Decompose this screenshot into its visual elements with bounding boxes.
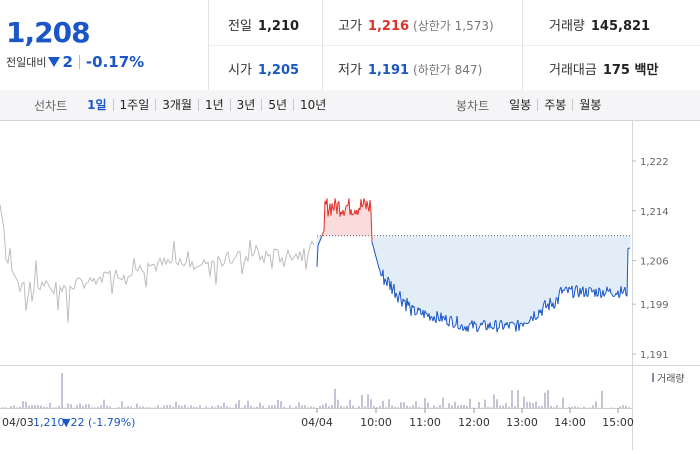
x-tick-label: 04/04 (301, 416, 333, 429)
divider (78, 55, 80, 69)
open-cell: 시가 1,205 (228, 59, 299, 78)
volume-cell: 거래량 145,821 (549, 15, 650, 34)
y-tick-label: 1,214 (640, 207, 669, 218)
upper-limit-note: (상한가 1,573) (413, 19, 494, 33)
intraday-chart: 1,222 1,214 1,206 1,199 1,191 거래량 04/04 10:00 11… (0, 121, 700, 450)
tab-candle-period-2[interactable]: 월봉 (572, 99, 607, 111)
prev-day-label: 04/03 (2, 416, 34, 429)
down-triangle-icon (48, 57, 61, 67)
tab-candle-period-0[interactable]: 일봉 (509, 98, 532, 112)
high-label: 고가 (338, 19, 362, 34)
line-chart-tabs: 선차트 1일 1주일 3개월 1년 3년 5년 10년 (34, 90, 332, 120)
change-value: 2 (62, 53, 73, 71)
tab-line-period-4[interactable]: 3년 (229, 99, 262, 111)
current-price: 1,208 (6, 16, 91, 49)
tab-line-period-3[interactable]: 1년 (197, 99, 230, 111)
tab-line-period-0[interactable]: 1일 (87, 98, 107, 112)
volume-value: 145,821 (590, 19, 651, 34)
tab-line-period-2[interactable]: 3개월 (155, 99, 198, 111)
open-value: 1,205 (257, 63, 300, 78)
x-tick-label: 12:00 (458, 416, 490, 429)
prev-day-series (0, 204, 315, 323)
tab-line-period-5[interactable]: 5년 (261, 99, 293, 111)
price-summary: 1,208 전일대비 2 -0.17% (0, 0, 209, 90)
today-up-series (321, 198, 373, 242)
prev-day-change: ▼22 (-1.79%) (62, 416, 135, 429)
prev-close-label: 전일 (228, 19, 252, 34)
divider (208, 45, 700, 46)
tab-candle-period-1[interactable]: 주봉 (537, 99, 572, 111)
low-label: 저가 (338, 63, 362, 78)
y-tick-label: 1,199 (640, 300, 669, 311)
lower-limit-note: (하한가 847) (413, 63, 483, 77)
amount-label: 거래대금 (549, 63, 597, 78)
tab-line-period-1[interactable]: 1주일 (112, 99, 156, 111)
tab-line-period-6[interactable]: 10년 (293, 99, 332, 111)
low-cell: 저가 1,191 (하한가 847) (338, 59, 482, 78)
volume-legend-swatch (652, 373, 654, 382)
volume-label: 거래량 (549, 19, 585, 34)
chart-tab-bar: 선차트 1일 1주일 3개월 1년 3년 5년 10년 봉차트 일봉 주봉 월봉 (0, 90, 700, 121)
down-area (316, 235, 631, 333)
line-chart-label: 선차트 (34, 98, 68, 113)
volume-legend: 거래량 (657, 373, 685, 385)
today-down-series (316, 235, 630, 333)
prev-close-value: 1,210 (257, 19, 300, 34)
change-label: 전일대비 (6, 56, 47, 69)
prev-close-cell: 전일 1,210 (228, 15, 299, 34)
prev-day-value: 1,210 (33, 416, 65, 429)
x-tick-label: 13:00 (506, 416, 538, 429)
open-label: 시가 (228, 63, 252, 78)
y-tick-label: 1,206 (640, 257, 669, 268)
x-tick-label: 15:00 (602, 416, 634, 429)
volume-bars (1, 373, 630, 408)
change-percent: -0.17% (85, 53, 145, 71)
candle-chart-label: 봉차트 (456, 98, 490, 113)
high-value: 1,216 (367, 19, 410, 34)
chart-canvas: 1,222 1,214 1,206 1,199 1,191 거래량 04/04 10:00 11… (0, 121, 700, 450)
y-tick-label: 1,191 (640, 350, 669, 361)
x-tick-label: 14:00 (554, 416, 586, 429)
x-tick-label: 10:00 (360, 416, 392, 429)
x-tick-label: 11:00 (409, 416, 441, 429)
change-row: 전일대비 2 -0.17% (6, 53, 144, 71)
candle-chart-tabs: 봉차트 일봉 주봉 월봉 (456, 90, 607, 120)
high-cell: 고가 1,216 (상한가 1,573) (338, 15, 494, 34)
amount-cell: 거래대금 175 백만 (549, 59, 658, 78)
amount-value: 175 백만 (602, 63, 659, 78)
low-value: 1,191 (367, 63, 410, 78)
quote-header: 1,208 전일대비 2 -0.17% 전일 1,210 고가 1,216 (상한가 … (0, 0, 700, 91)
y-tick-label: 1,222 (640, 157, 669, 168)
